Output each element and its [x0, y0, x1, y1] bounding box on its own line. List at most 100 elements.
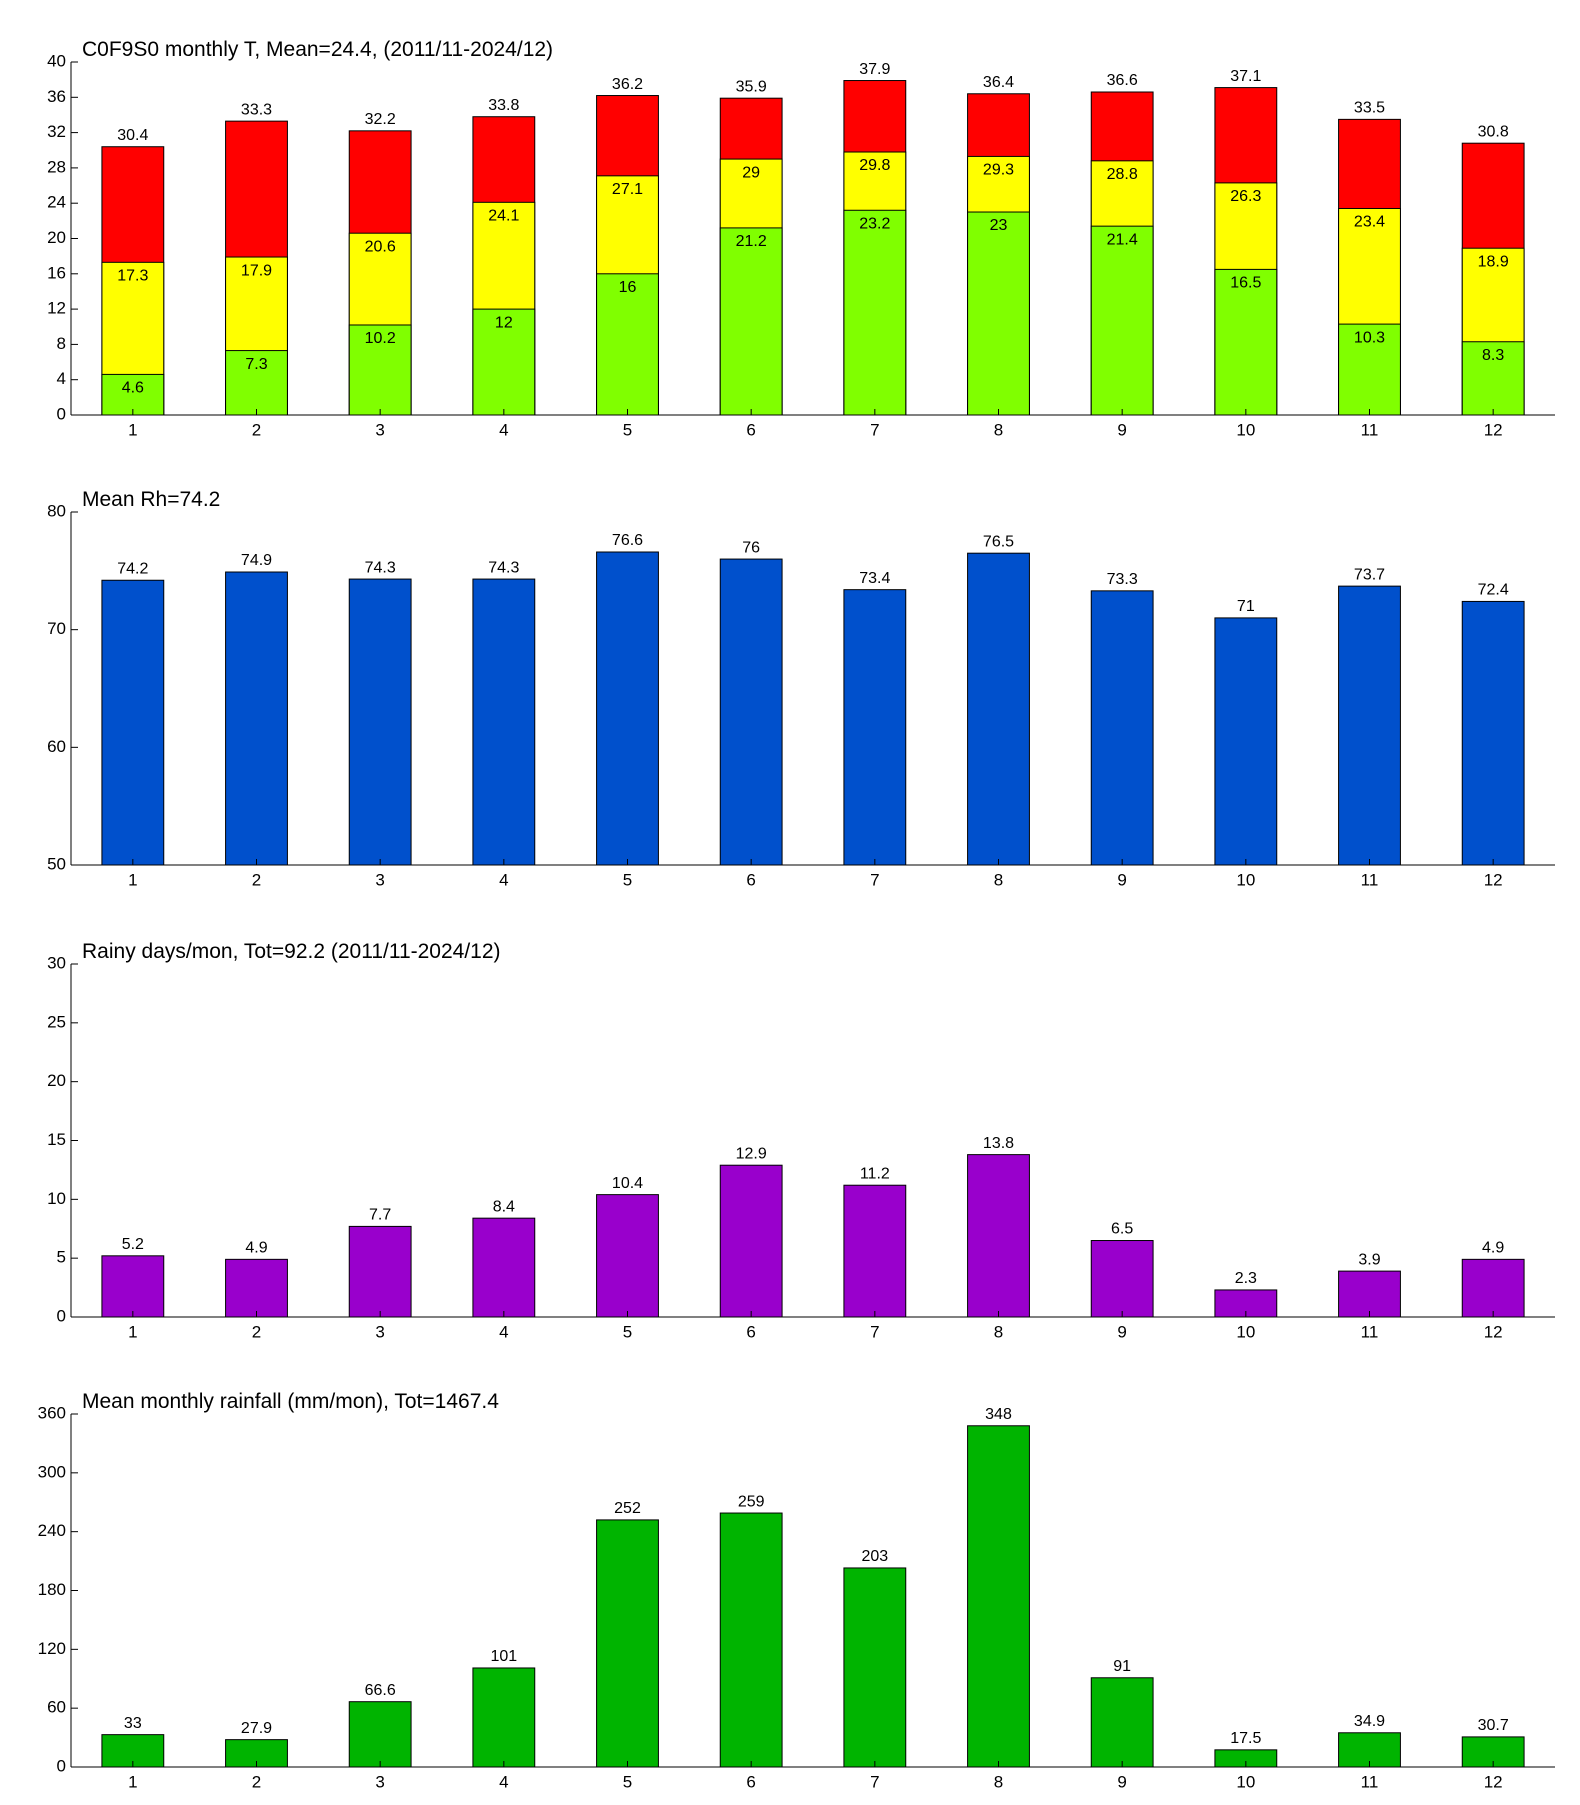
value-label: 16 — [619, 279, 637, 296]
x-tick-label: 9 — [1117, 420, 1126, 439]
value-label: 11.2 — [860, 1165, 890, 1182]
bar — [843, 209, 907, 416]
value-label: 33.8 — [488, 97, 519, 114]
y-tick-label: 70 — [47, 619, 66, 638]
x-tick-label: 2 — [252, 1772, 261, 1791]
x-tick-label: 9 — [1117, 1772, 1126, 1791]
value-label: 72.4 — [1478, 582, 1509, 599]
value-label: 27.1 — [612, 181, 643, 198]
value-label: 23.4 — [1354, 214, 1385, 231]
bar — [1338, 585, 1401, 866]
value-label: 23 — [990, 217, 1008, 234]
value-label: 348 — [985, 1406, 1012, 1423]
y-tick-label: 300 — [38, 1462, 66, 1481]
chart-title: C0F9S0 monthly T, Mean=24.4, (2011/11-20… — [82, 38, 553, 61]
x-tick-label: 12 — [1484, 420, 1503, 439]
chart-title: Rainy days/mon, Tot=92.2 (2011/11-2024/1… — [82, 940, 501, 963]
bar — [348, 324, 412, 416]
x-tick-label: 1 — [128, 1772, 137, 1791]
x-tick-label: 11 — [1361, 1322, 1379, 1341]
x-tick-label: 3 — [375, 1772, 384, 1791]
y-tick-label: 32 — [47, 122, 66, 141]
bar — [967, 211, 1030, 416]
value-label: 10.2 — [365, 330, 396, 347]
y-tick-label: 60 — [47, 737, 66, 756]
value-label: 74.3 — [488, 559, 519, 576]
x-tick-label: 4 — [499, 420, 508, 439]
value-label: 30.7 — [1478, 1717, 1509, 1734]
y-tick-label: 50 — [47, 854, 66, 873]
value-label: 4.6 — [122, 380, 144, 397]
value-label: 10.4 — [612, 1175, 643, 1192]
bar — [225, 571, 288, 866]
x-tick-label: 4 — [499, 1772, 508, 1791]
bar — [1338, 323, 1401, 416]
bar — [1090, 590, 1154, 866]
bar — [596, 551, 659, 866]
value-label: 17.3 — [117, 268, 148, 285]
bar — [1461, 341, 1525, 416]
bar — [348, 1701, 412, 1768]
x-tick-label: 9 — [1117, 1322, 1126, 1341]
value-label: 73.3 — [1107, 571, 1138, 588]
value-label: 74.2 — [117, 560, 148, 577]
bar — [101, 1255, 165, 1318]
x-tick-label: 3 — [375, 420, 384, 439]
value-label: 4.9 — [245, 1240, 267, 1257]
value-label: 30.4 — [117, 127, 148, 144]
value-label: 76.6 — [612, 532, 643, 549]
y-tick-label: 240 — [38, 1521, 66, 1540]
bar — [1090, 1240, 1154, 1318]
y-tick-label: 8 — [57, 334, 66, 353]
x-tick-label: 4 — [499, 870, 508, 889]
x-tick-label: 8 — [994, 420, 1003, 439]
x-tick-label: 1 — [128, 1322, 137, 1341]
y-tick-label: 60 — [47, 1698, 66, 1717]
y-tick-label: 28 — [47, 157, 66, 176]
value-label: 33.3 — [241, 101, 272, 118]
x-tick-label: 8 — [994, 1772, 1003, 1791]
y-tick-label: 15 — [47, 1130, 66, 1149]
x-tick-label: 2 — [252, 870, 261, 889]
bar — [967, 1154, 1030, 1318]
value-label: 29.3 — [983, 162, 1014, 179]
bar — [967, 552, 1030, 866]
x-tick-label: 8 — [994, 870, 1003, 889]
x-tick-label: 1 — [128, 870, 137, 889]
value-label: 6.5 — [1111, 1221, 1133, 1238]
bar — [472, 1667, 536, 1768]
x-tick-label: 6 — [746, 1772, 755, 1791]
value-label: 4.9 — [1482, 1240, 1504, 1257]
bar — [1461, 1258, 1525, 1318]
value-label: 32.2 — [365, 111, 396, 128]
y-tick-label: 180 — [38, 1580, 66, 1599]
value-label: 8.4 — [493, 1198, 515, 1215]
value-label: 8.3 — [1482, 347, 1504, 364]
value-label: 73.7 — [1354, 566, 1385, 583]
x-tick-label: 10 — [1236, 420, 1255, 439]
value-label: 37.1 — [1230, 68, 1261, 85]
value-label: 101 — [490, 1648, 517, 1665]
x-tick-label: 5 — [623, 1322, 632, 1341]
value-label: 2.3 — [1235, 1270, 1257, 1287]
bar — [101, 579, 165, 866]
x-tick-label: 4 — [499, 1322, 508, 1341]
value-label: 13.8 — [983, 1135, 1014, 1152]
bar — [719, 1164, 783, 1318]
bar — [596, 1519, 659, 1768]
value-label: 71 — [1237, 598, 1255, 615]
x-tick-label: 12 — [1484, 870, 1503, 889]
value-label: 33.5 — [1354, 100, 1385, 117]
y-tick-label: 5 — [57, 1248, 66, 1267]
bar — [225, 1258, 288, 1318]
value-label: 26.3 — [1230, 188, 1261, 205]
value-label: 18.9 — [1478, 253, 1509, 270]
bar — [1090, 1677, 1154, 1768]
value-label: 91 — [1113, 1658, 1131, 1675]
value-label: 37.9 — [859, 61, 890, 78]
chart-title: Mean Rh=74.2 — [82, 488, 220, 511]
x-tick-label: 1 — [128, 420, 137, 439]
x-tick-label: 7 — [870, 1322, 879, 1341]
bar — [1090, 225, 1154, 416]
